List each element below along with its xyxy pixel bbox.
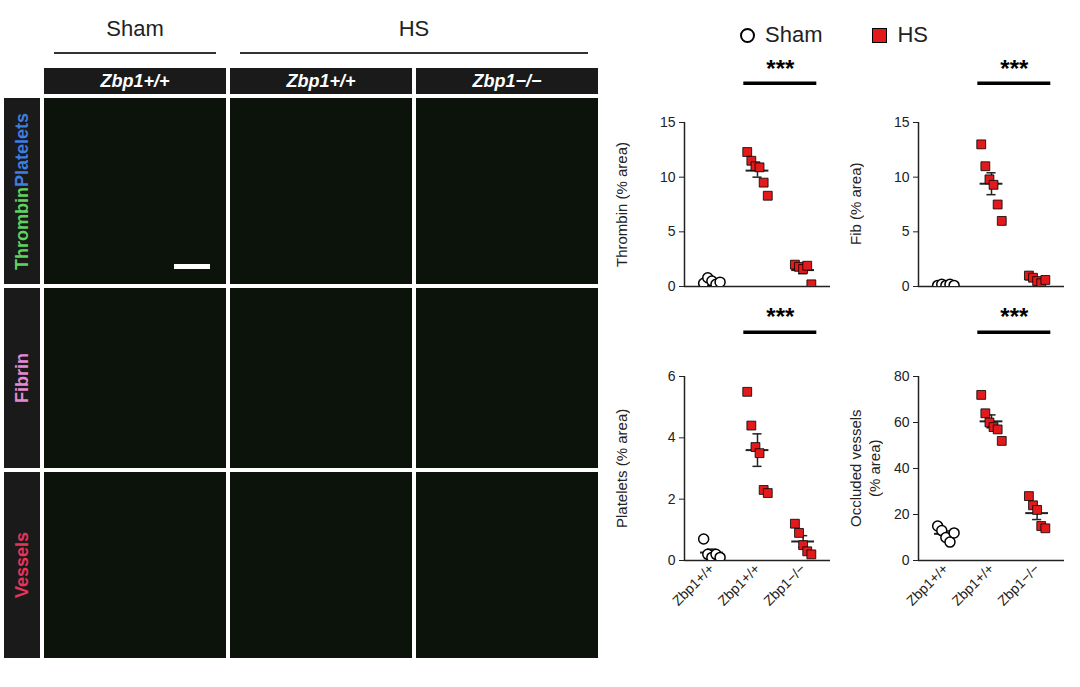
html-text:Platelets (% area): Platelets (% area) [613, 408, 630, 528]
svg-text:0: 0 [668, 552, 676, 568]
svg-text:5: 5 [668, 223, 676, 239]
html-text:Platelets: Platelets [11, 112, 32, 187]
svg-text:0: 0 [902, 278, 910, 294]
svg-text:***: *** [766, 55, 795, 82]
html-text:Fib (% area): Fib (% area) [847, 162, 864, 246]
svg-text:0: 0 [668, 278, 676, 294]
svg-text:Zbp1+/+: Zbp1+/+ [949, 560, 997, 608]
svg-text:Zbp1+/+: Zbp1+/+ [903, 560, 951, 608]
svg-text:Zbp1−/−: Zbp1−/− [994, 560, 1042, 608]
svg-text:10: 10 [660, 169, 676, 185]
html-text:Occluded vessels: Occluded vessels [847, 409, 864, 527]
html-text:(% area): (% area) [866, 439, 883, 497]
svg-text:Zbp1+/+: Zbp1+/+ [715, 560, 763, 608]
svg-text:5: 5 [902, 223, 910, 239]
html-text:HS: HS [897, 22, 928, 47]
html-text:Zbp1−/−: Zbp1−/− [472, 70, 542, 91]
html-text:Sham: Sham [106, 16, 164, 41]
html-text:Sham: Sham [765, 22, 823, 47]
svg-text:80: 80 [894, 368, 910, 384]
html-text:Thrombin (% area): Thrombin (% area) [613, 141, 630, 267]
svg-text:Zbp1−/−: Zbp1−/− [760, 560, 808, 608]
svg-text:10: 10 [894, 169, 910, 185]
svg-text:***: *** [766, 303, 795, 330]
html-text:Zbp1+/+: Zbp1+/+ [100, 70, 170, 91]
svg-text:40: 40 [894, 460, 910, 476]
html-text:HS: HS [398, 16, 430, 41]
svg-text:6: 6 [668, 368, 676, 384]
html-text:Vessels: Vessels [11, 532, 32, 598]
svg-text:15: 15 [894, 114, 910, 130]
html-text:Zbp1+/+: Zbp1+/+ [286, 70, 356, 91]
html-text:Fibrin: Fibrin [11, 353, 32, 403]
svg-text:***: *** [1000, 55, 1029, 82]
html-text:Thrombin: Thrombin [11, 186, 32, 270]
svg-text:2: 2 [668, 491, 676, 507]
svg-text:Zbp1+/+: Zbp1+/+ [669, 560, 717, 608]
svg-text:0: 0 [902, 552, 910, 568]
svg-text:15: 15 [660, 114, 676, 130]
svg-text:20: 20 [894, 506, 910, 522]
svg-text:60: 60 [894, 414, 910, 430]
svg-text:4: 4 [668, 429, 676, 445]
svg-text:***: *** [1000, 303, 1029, 330]
